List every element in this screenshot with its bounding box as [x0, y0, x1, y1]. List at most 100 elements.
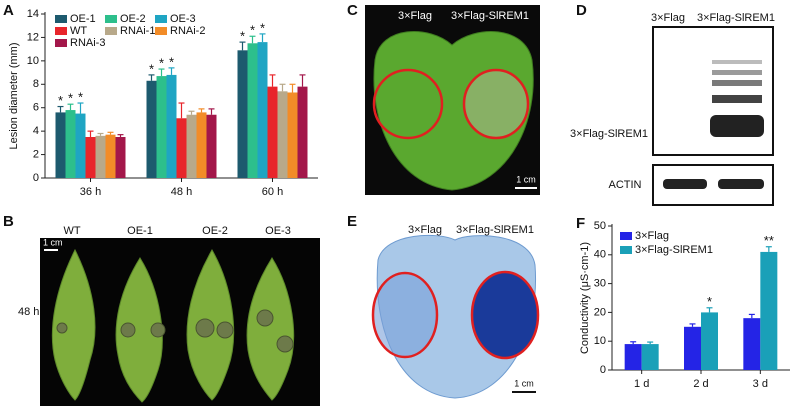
legend-swatch [620, 232, 632, 240]
significance-label: * [159, 55, 164, 70]
blot-bands [710, 60, 764, 137]
significance-label: * [149, 61, 154, 76]
sample-label: OE-1 [127, 225, 153, 237]
band-label: ACTIN [609, 179, 642, 191]
significance-label: * [169, 54, 174, 69]
bar [287, 92, 298, 178]
bar [85, 137, 96, 178]
significance-label: ** [764, 233, 774, 248]
bar [156, 76, 167, 178]
bar [237, 50, 248, 178]
legend-label: WT [70, 25, 87, 37]
sample-label: WT [63, 225, 80, 237]
y-tick-label: 30 [594, 278, 606, 290]
y-tick-label: 50 [594, 220, 606, 232]
blot-band [663, 179, 707, 189]
y-tick-label: 40 [594, 249, 606, 261]
lane-label: 3×Flag-SlREM1 [697, 12, 775, 24]
significance-label: * [707, 294, 712, 309]
panel-label: F [576, 215, 585, 232]
sample-label: OE-3 [265, 225, 291, 237]
legend-swatch [55, 27, 67, 35]
significance-label: * [68, 91, 73, 106]
scale-label: 1 cm [43, 237, 63, 247]
legend-label: OE-2 [120, 13, 146, 25]
significance-label: * [260, 20, 265, 35]
bar [641, 344, 659, 370]
legend-swatch [155, 15, 167, 23]
significance-label: * [78, 89, 83, 104]
sample-label: OE-2 [202, 225, 228, 237]
panel-label: C [347, 2, 358, 19]
bar [186, 114, 197, 178]
infection-circle [372, 68, 444, 140]
legend-label: OE-1 [70, 13, 96, 25]
band-label: 3×Flag-SlREM1 [570, 128, 648, 140]
infection-circle [462, 68, 530, 140]
legend-label: OE-3 [170, 13, 196, 25]
x-tick-label: 60 h [262, 186, 283, 198]
bar [176, 118, 187, 178]
bar [65, 110, 76, 178]
infection-circle [371, 271, 439, 359]
bar [105, 134, 116, 178]
sample-label: 3×Flag [398, 10, 432, 22]
bar [146, 80, 157, 178]
y-tick-label: 0 [33, 172, 39, 184]
significance-label: * [250, 23, 255, 38]
bar [257, 42, 268, 178]
bar [55, 112, 66, 178]
panel-label: A [3, 2, 14, 19]
bar [624, 344, 642, 370]
y-tick-label: 4 [33, 125, 39, 137]
legend-swatch [55, 15, 67, 23]
row-label: 48 h [18, 306, 39, 318]
sample-label: 3×Flag-SlREM1 [456, 224, 534, 236]
legend-label: 3×Flag-SlREM1 [635, 244, 713, 256]
y-tick-label: 12 [27, 31, 39, 43]
y-tick-label: 10 [594, 335, 606, 347]
scale-label: 1 cm [514, 378, 534, 388]
legend-swatch [105, 15, 117, 23]
legend-label: RNAi-1 [120, 25, 155, 37]
y-tick-label: 2 [33, 148, 39, 160]
y-axis-label: Conductivity (μS·cm-1) [579, 242, 591, 354]
bar [196, 112, 207, 178]
x-tick-label: 48 h [171, 186, 192, 198]
bar [743, 318, 761, 370]
sample-label: 3×Flag-SlREM1 [451, 10, 529, 22]
legend-label: RNAi-2 [170, 25, 205, 37]
panel-label: D [576, 2, 587, 19]
bar [684, 326, 701, 370]
legend-swatch [620, 246, 632, 254]
bar [701, 312, 718, 370]
legend-swatch [105, 27, 117, 35]
panel-label: B [3, 213, 14, 230]
blot-band [718, 179, 764, 189]
bar [95, 135, 106, 178]
bar [115, 137, 126, 178]
bar [297, 86, 308, 178]
lesions [56, 309, 294, 353]
significance-label: * [58, 93, 63, 108]
significance-label: * [240, 29, 245, 44]
bar [75, 113, 86, 178]
legend-label: 3×Flag [635, 230, 669, 242]
bar [206, 114, 217, 178]
bar [247, 43, 258, 179]
y-tick-label: 14 [27, 8, 39, 20]
bar [277, 91, 288, 178]
y-tick-label: 8 [33, 78, 39, 90]
bar [760, 251, 778, 370]
infection-circle [470, 270, 540, 360]
x-tick-label: 36 h [80, 186, 101, 198]
legend-swatch [55, 39, 67, 47]
bar [267, 86, 278, 178]
y-axis-label: Lesion diameter (mm) [8, 43, 20, 150]
y-tick-label: 0 [600, 364, 606, 376]
y-tick-label: 6 [33, 102, 39, 114]
bar [166, 74, 177, 178]
x-tick-label: 3 d [753, 378, 768, 390]
y-tick-label: 20 [594, 306, 606, 318]
